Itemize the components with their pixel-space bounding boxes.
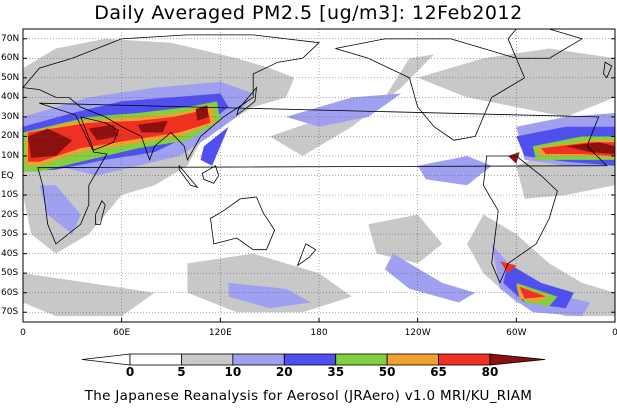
map-frame (22, 28, 616, 323)
pm25-level-65-area (519, 286, 546, 299)
latitude-label: 60S (1, 287, 19, 298)
coastline (296, 243, 317, 267)
colorbar-level-label: 0 (125, 365, 135, 379)
pm25-level-5-area (269, 54, 435, 156)
colorbar-swatch (181, 353, 234, 366)
pm25-level-10-area (384, 253, 476, 303)
pm25-level-65-area (499, 261, 517, 274)
latitude-label: 60N (1, 53, 20, 64)
colorbar-level-label: 50 (378, 365, 396, 379)
colorbar (81, 353, 546, 366)
latitude-label: EQ (1, 170, 14, 181)
colorbar-swatch (438, 353, 491, 366)
pm25-level-80-area (508, 152, 520, 164)
latitude-label: 20S (1, 209, 19, 220)
pm25-level-80-area (195, 105, 209, 121)
coastline (95, 200, 106, 225)
longitude-label: 60E (113, 328, 131, 338)
coastline (210, 196, 276, 251)
colorbar-swatch (386, 353, 439, 366)
pm25-level-5-area (187, 253, 352, 313)
latitude-label: 40N (1, 92, 20, 103)
longitude-label: 60W (506, 328, 527, 338)
colorbar-level-label: 5 (177, 365, 186, 379)
longitude-label: 0 (20, 328, 26, 338)
latitude-label: 30N (1, 111, 20, 122)
latitude-label: 70S (1, 307, 19, 318)
colorbar-min-arrow (81, 353, 131, 366)
coastlines (22, 28, 613, 284)
data-credit: The Japanese Reanalysis for Aerosol (JRA… (84, 388, 533, 404)
latitude-label: 50S (1, 268, 19, 279)
coastline (79, 116, 119, 151)
latitude-label: 40S (1, 248, 19, 259)
plot-area (22, 28, 616, 323)
pm25-level-80-area (138, 120, 168, 133)
coastline (482, 155, 558, 284)
longitude-label: 180 (310, 328, 328, 338)
colorbar-swatch (335, 353, 388, 366)
latitude-label: 30S (1, 229, 19, 240)
latitude-label: 20N (1, 131, 20, 142)
colorbar-level-label: 35 (327, 365, 345, 379)
colorbar-level-label: 10 (224, 365, 242, 379)
colorbar-max-arrow (489, 353, 546, 366)
map-title: Daily Averaged PM2.5 [ug/m3]: 12Feb2012 (94, 2, 523, 24)
colorbar-swatch (232, 353, 285, 366)
coastline (236, 86, 258, 116)
coastline (335, 38, 526, 141)
colorbar-level-label: 20 (275, 365, 293, 379)
colorbar-level-label: 80 (481, 365, 499, 379)
colorbar-swatch (283, 353, 337, 366)
pm25-level-10-area (417, 156, 492, 186)
pm25-level-80-area (565, 142, 615, 154)
colorbar-swatch (129, 353, 182, 366)
colorbar-level-label: 65 (430, 365, 447, 379)
pm25-level-80-area (27, 128, 73, 158)
coastline (37, 102, 608, 245)
latitude-label: 70N (1, 33, 20, 44)
pm25-level-5-area (368, 214, 443, 264)
pm25-level-10-area (286, 93, 402, 127)
coastline (178, 164, 199, 188)
coastline (603, 61, 613, 79)
longitude-label: 0 (612, 328, 617, 338)
latitude-label: 10S (1, 190, 19, 201)
latitude-label: 10N (1, 150, 20, 161)
longitude-label: 120W (404, 328, 431, 338)
latitude-label: 50N (1, 72, 20, 83)
pm25-level-10-area (228, 282, 311, 309)
longitude-label: 120E (208, 328, 232, 338)
coastline (22, 34, 320, 162)
pm25-level-10-area (39, 185, 81, 235)
coastline (201, 165, 220, 184)
